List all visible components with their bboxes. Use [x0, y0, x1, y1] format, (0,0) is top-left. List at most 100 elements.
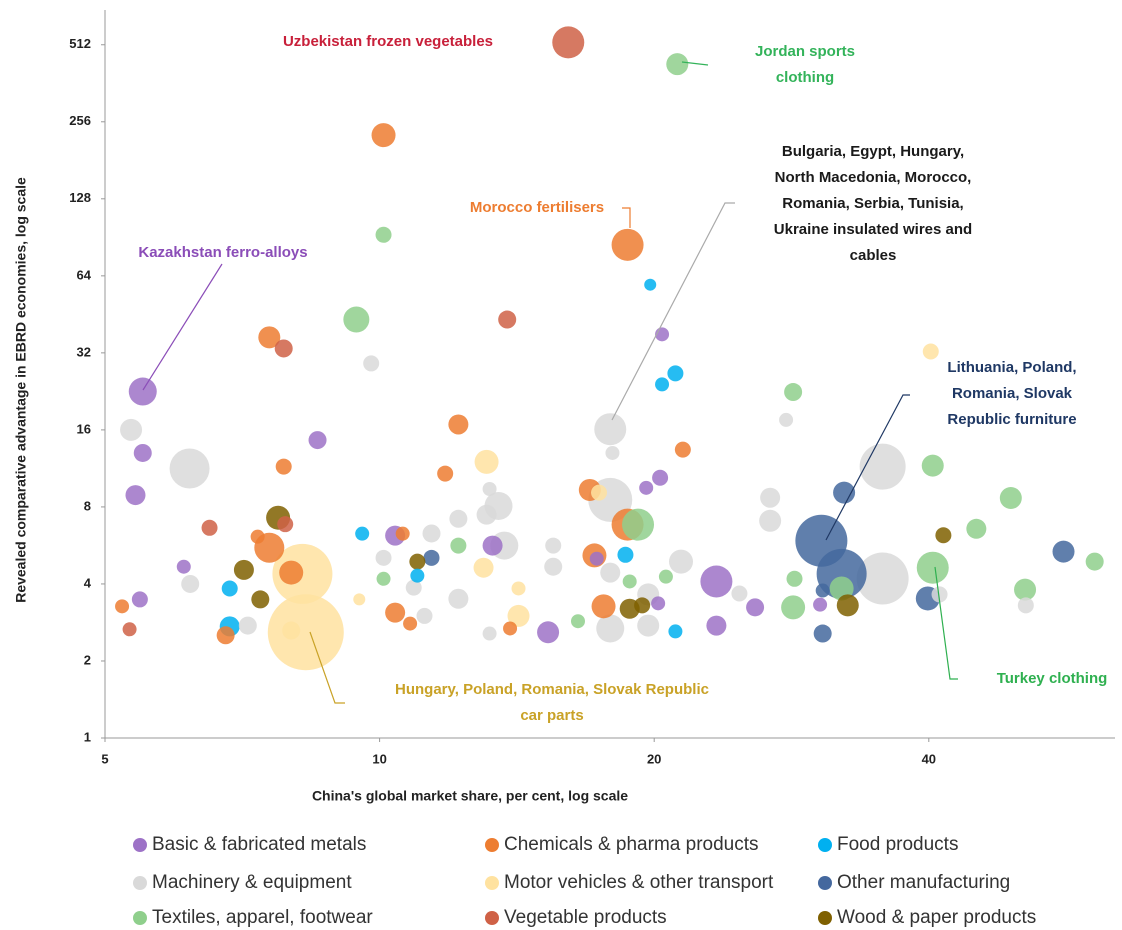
bubble — [403, 616, 418, 631]
bubble — [238, 616, 257, 635]
annotation: Bulgaria, Egypt, Hungary, — [782, 143, 964, 160]
bubble — [760, 487, 781, 508]
legend-marker — [818, 838, 832, 852]
bubble — [343, 306, 370, 333]
bubble — [476, 504, 497, 525]
y-tick-label: 32 — [77, 344, 91, 359]
bubble — [511, 581, 526, 596]
bubble — [552, 26, 585, 59]
bubble — [355, 526, 370, 541]
leader-line — [611, 202, 735, 421]
bubble — [759, 509, 782, 532]
bubble — [1052, 540, 1075, 563]
bubble — [639, 480, 654, 495]
bubble — [353, 593, 366, 606]
bubble — [233, 559, 254, 580]
bubble — [169, 448, 210, 489]
bubble — [422, 524, 441, 543]
bubble — [176, 559, 191, 574]
y-tick-label: 1 — [84, 729, 91, 744]
legend-label: Basic & fabricated metals — [152, 834, 366, 855]
legend-label: Textiles, apparel, footwear — [152, 907, 373, 928]
bubble — [507, 604, 530, 627]
x-tick-label: 5 — [101, 751, 108, 766]
bubble — [221, 580, 238, 597]
bubble — [449, 509, 468, 528]
annotation: Morocco fertilisers — [470, 199, 604, 216]
bubble — [786, 570, 803, 587]
bubble — [931, 586, 948, 603]
bubble — [409, 553, 426, 570]
bubble — [922, 343, 939, 360]
y-tick-label: 8 — [84, 498, 91, 513]
y-tick-label: 64 — [77, 267, 92, 282]
leader-line — [934, 566, 958, 680]
bubble — [746, 598, 765, 617]
bubble — [700, 565, 733, 598]
bubble — [498, 310, 517, 329]
bubble — [363, 355, 380, 372]
bubble — [674, 441, 691, 458]
y-tick-label: 128 — [69, 190, 91, 205]
bubble — [1014, 578, 1037, 601]
bubble — [371, 123, 396, 148]
annotation: North Macedonia, Morocco, — [775, 169, 972, 186]
bubble — [128, 377, 157, 406]
bubble — [282, 621, 301, 640]
annotation: car parts — [520, 707, 583, 724]
bubble — [591, 484, 608, 501]
bubble — [813, 597, 828, 612]
bubble — [503, 621, 518, 636]
annotation: Uzbekistan frozen vegetables — [283, 33, 493, 50]
bubble — [813, 624, 832, 643]
leader-line — [142, 263, 223, 391]
bubble — [999, 486, 1022, 509]
bubble — [935, 527, 952, 544]
bubble — [655, 377, 670, 392]
legend-marker — [818, 876, 832, 890]
bubble — [275, 458, 292, 475]
legend-label: Food products — [837, 834, 958, 855]
bubble — [622, 508, 655, 541]
bubble — [833, 481, 856, 504]
bubble — [267, 594, 344, 671]
bubble — [605, 445, 620, 460]
bubble — [1085, 552, 1104, 571]
legend-label: Vegetable products — [504, 907, 667, 928]
legend-marker — [133, 911, 147, 925]
bubble — [1017, 597, 1034, 614]
bubble — [120, 418, 143, 441]
annotation: Kazakhstan ferro-alloys — [138, 244, 307, 261]
y-tick-label: 512 — [69, 36, 91, 51]
legend-label: Wood & paper products — [837, 907, 1036, 928]
y-tick-label: 4 — [84, 575, 92, 590]
bubble — [669, 549, 694, 574]
bubble — [916, 551, 949, 584]
bubble — [395, 526, 410, 541]
bubble — [376, 571, 391, 586]
bubble — [594, 413, 627, 446]
annotation: Republic furniture — [947, 411, 1076, 428]
legend-marker — [133, 876, 147, 890]
bubble — [856, 552, 909, 605]
legend-marker — [133, 838, 147, 852]
legend-marker — [485, 838, 499, 852]
leader-line — [309, 631, 345, 704]
bubble — [201, 519, 218, 536]
bubble — [274, 339, 293, 358]
bubble — [617, 546, 634, 563]
legend-marker — [485, 876, 499, 890]
bubble — [308, 431, 327, 450]
legend-marker — [818, 911, 832, 925]
bubble — [644, 278, 657, 291]
legend-label: Chemicals & pharma products — [504, 834, 759, 855]
bubble — [784, 383, 803, 402]
bubble — [133, 443, 152, 462]
bubble — [589, 551, 604, 566]
leader-line — [681, 61, 709, 66]
y-tick-label: 2 — [84, 652, 91, 667]
bubble — [600, 562, 621, 583]
bubble — [666, 53, 689, 76]
bubble — [706, 615, 727, 636]
